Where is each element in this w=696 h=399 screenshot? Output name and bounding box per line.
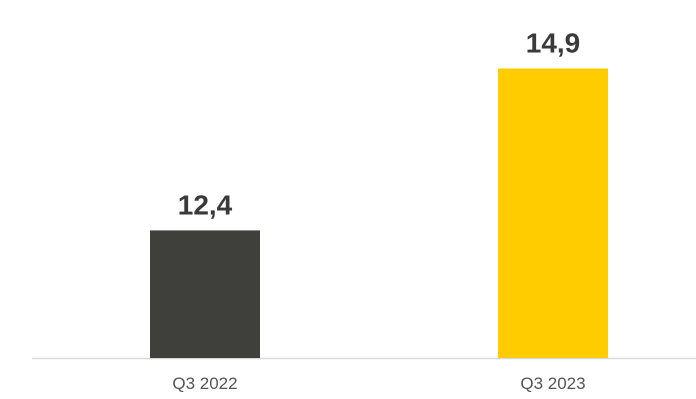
bars-group <box>150 68 608 358</box>
value-label-1: 12,4 <box>178 189 233 220</box>
x-tick-label-1: Q3 2022 <box>172 374 237 393</box>
bar-1 <box>150 230 260 358</box>
value-label-2: 14,9 <box>526 27 581 58</box>
bar-2 <box>498 68 608 358</box>
x-tick-label-2: Q3 2023 <box>520 374 585 393</box>
tick-labels-group: Q3 2022 Q3 2023 <box>172 374 585 393</box>
value-labels-group: 12,4 14,9 <box>178 27 581 220</box>
